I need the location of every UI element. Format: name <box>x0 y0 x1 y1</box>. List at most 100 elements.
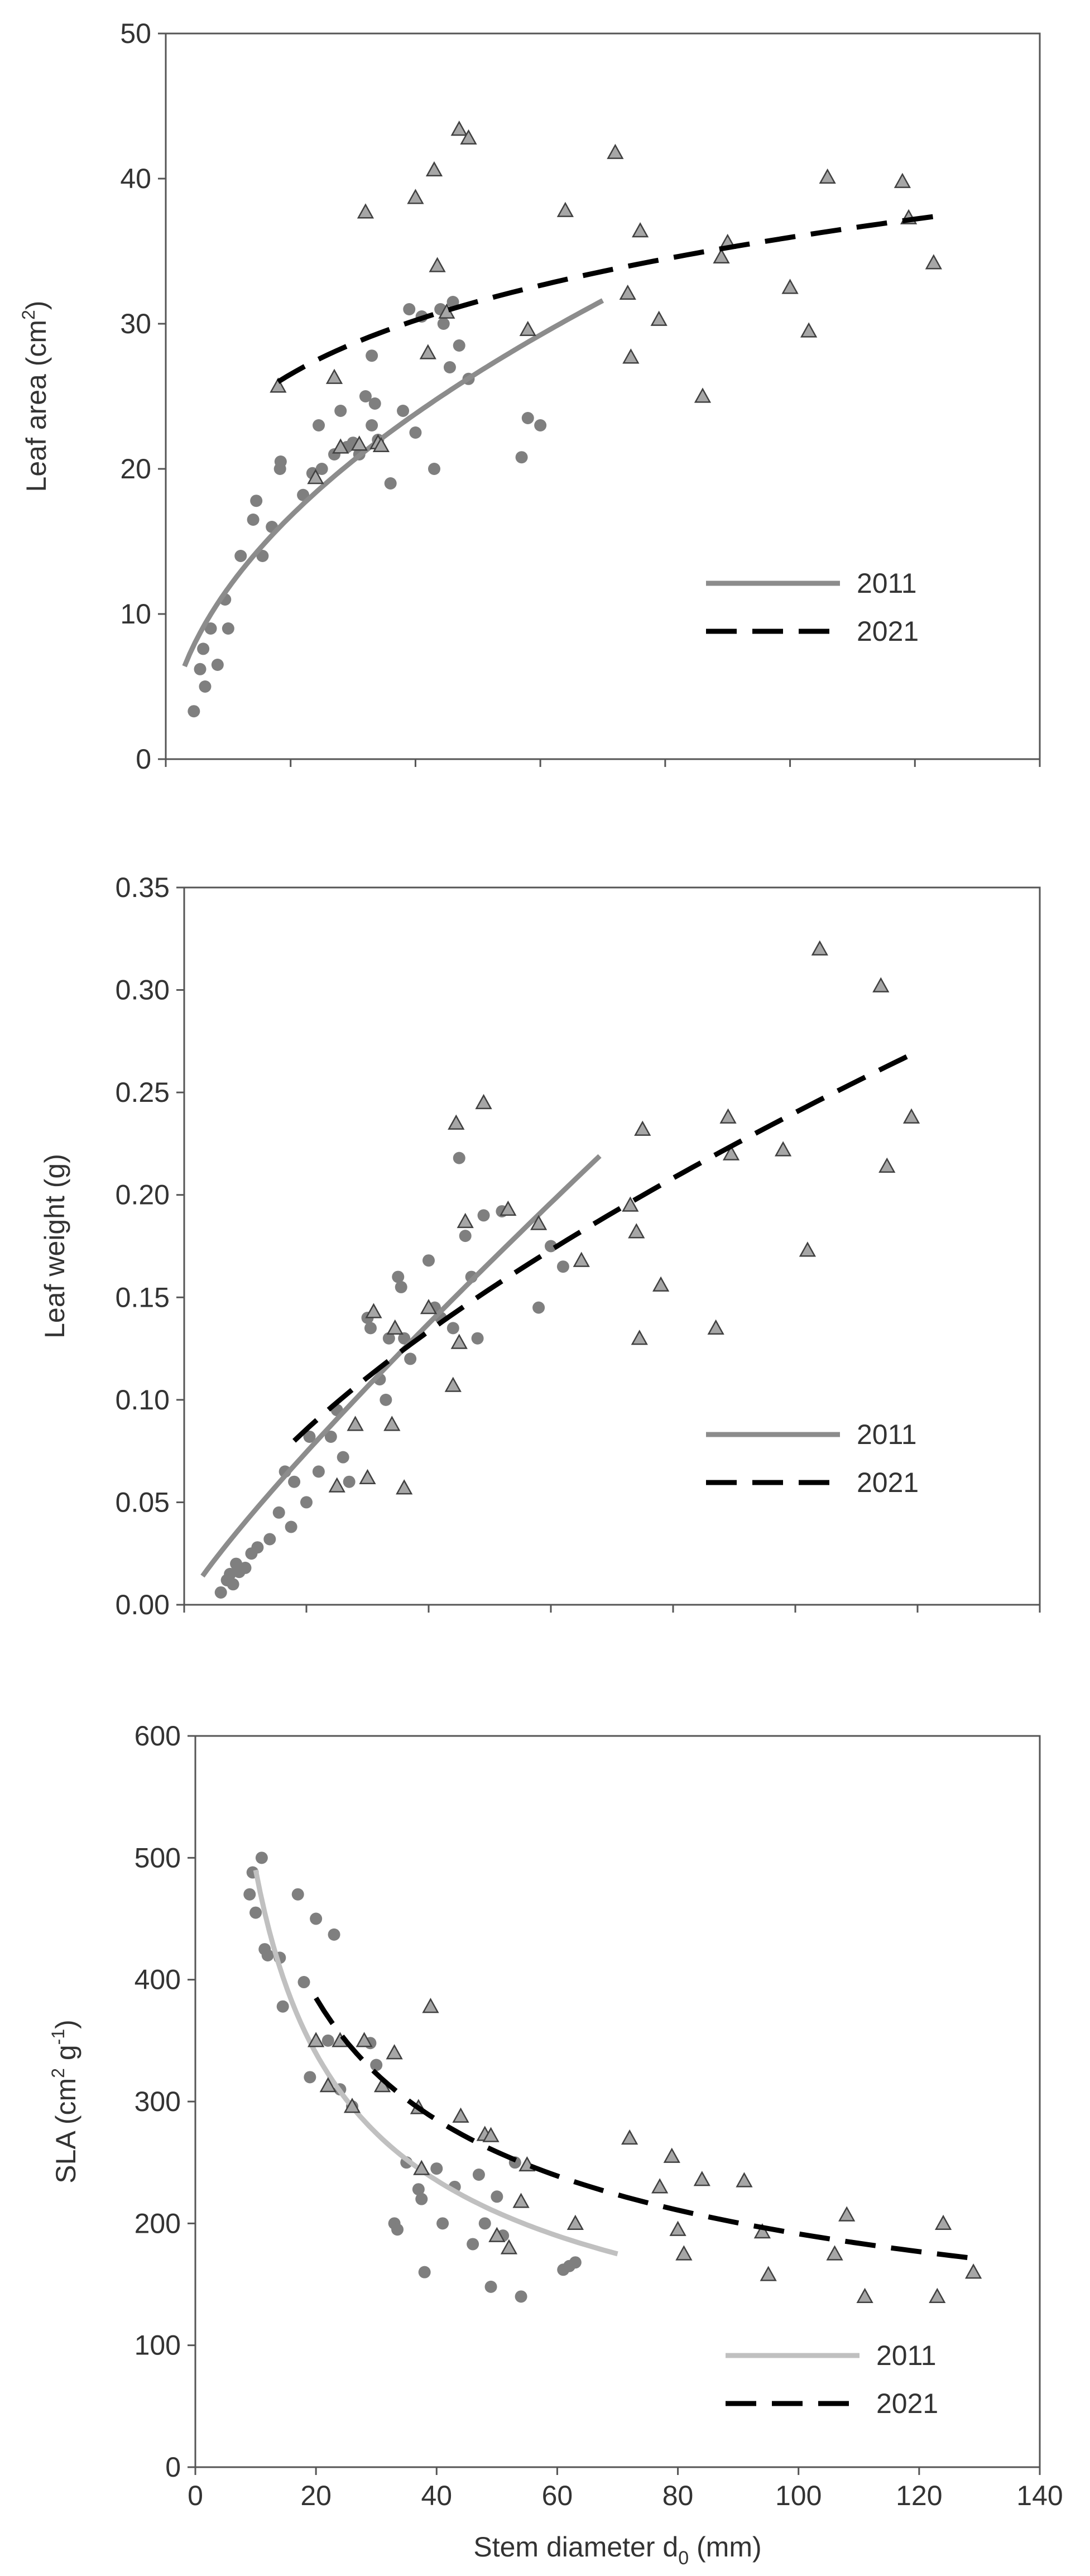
data-point <box>719 1108 737 1124</box>
data-point <box>925 254 942 270</box>
data-point <box>250 495 263 507</box>
fit-line-2011 <box>182 298 604 668</box>
data-point <box>227 1578 239 1591</box>
data-point <box>621 2129 638 2145</box>
y-tick-label: 500 <box>135 1842 181 1873</box>
data-point <box>459 1230 472 1243</box>
data-point <box>412 2183 425 2196</box>
data-point <box>214 1586 227 1599</box>
data-point <box>774 1141 792 1157</box>
data-point <box>288 1475 301 1488</box>
data-point <box>444 1376 462 1392</box>
fit-line-2021 <box>314 1997 968 2260</box>
data-point <box>652 1276 670 1292</box>
y-axis-label: Leaf area (cm2) <box>18 301 52 492</box>
data-point <box>781 279 799 294</box>
y-tick-label: 40 <box>120 163 151 194</box>
data-point <box>334 405 347 417</box>
data-point <box>628 1223 645 1239</box>
data-point <box>453 339 465 352</box>
data-point <box>364 1322 377 1335</box>
data-point <box>343 2098 361 2113</box>
data-point <box>964 2263 982 2279</box>
data-point <box>420 1299 438 1315</box>
x-tick-label: 80 <box>662 2480 694 2511</box>
data-point <box>428 463 440 475</box>
data-point <box>404 1352 417 1365</box>
data-point <box>607 143 624 159</box>
data-point <box>799 1241 817 1257</box>
y-tick-label: 0.35 <box>116 872 170 903</box>
data-point <box>934 2214 952 2230</box>
data-point <box>622 348 640 364</box>
data-point <box>315 463 328 475</box>
data-point <box>631 1330 648 1345</box>
data-point <box>471 1332 484 1345</box>
data-point <box>519 320 536 337</box>
legend-label-2021: 2021 <box>876 2388 938 2419</box>
data-point <box>261 1949 274 1961</box>
data-point <box>460 129 477 145</box>
data-point <box>443 361 456 373</box>
y-tick-label: 20 <box>120 453 151 485</box>
data-point <box>452 2107 469 2123</box>
data-point <box>631 222 649 238</box>
data-point <box>722 1145 740 1160</box>
y-tick-label: 10 <box>120 598 151 630</box>
data-point <box>366 419 378 431</box>
data-point <box>477 1209 490 1222</box>
data-point <box>297 1976 310 1989</box>
sla-panel: 0 100 200 300 400 500 600 0 20 40 60 80 100 120 140 SLA… <box>48 1720 1063 2569</box>
y-tick-label: 30 <box>120 308 151 339</box>
data-point <box>357 203 374 219</box>
data-point <box>199 680 212 693</box>
data-point <box>418 2266 431 2278</box>
data-point <box>902 1108 920 1124</box>
y-axis-label: Leaf weight (g) <box>39 1154 70 1339</box>
data-point <box>622 1196 639 1212</box>
data-point <box>663 2147 680 2163</box>
x-tick-label: 0 <box>188 2480 203 2511</box>
x-tick-label: 40 <box>421 2480 452 2511</box>
data-point <box>359 1469 376 1485</box>
series-2021 <box>292 940 920 1495</box>
y-tick-label: 0.25 <box>116 1077 170 1108</box>
data-point <box>669 2220 686 2236</box>
data-point <box>484 2280 497 2293</box>
data-point <box>573 1251 590 1267</box>
data-point <box>760 2266 777 2281</box>
data-point <box>500 2239 518 2254</box>
data-point <box>713 248 730 264</box>
data-point <box>422 1254 435 1267</box>
data-point <box>396 1479 413 1495</box>
data-point <box>310 1912 323 1925</box>
data-point <box>359 390 372 402</box>
data-point <box>437 318 450 330</box>
data-point <box>457 1212 474 1229</box>
data-point <box>356 2032 373 2047</box>
y-tick-label: 0 <box>165 2452 181 2483</box>
x-tick-label: 100 <box>775 2480 822 2511</box>
plot-frame <box>165 32 1041 760</box>
data-point <box>488 2227 506 2242</box>
series-2021 <box>270 121 947 485</box>
data-point <box>382 1332 395 1345</box>
data-point <box>332 438 349 454</box>
data-point <box>407 189 424 204</box>
leaf-weight-panel: 0.00 0.05 0.10 0.15 0.20 0.25 0.30 0.35 Leaf wei… <box>39 872 1041 1620</box>
data-point <box>500 1200 517 1216</box>
data-point <box>811 940 828 956</box>
data-point <box>521 412 534 424</box>
data-point <box>872 977 890 992</box>
data-point <box>194 663 207 675</box>
data-point <box>422 1998 439 2013</box>
data-point <box>446 1322 459 1335</box>
data-point <box>894 172 911 188</box>
data-point <box>337 1451 349 1464</box>
data-point <box>707 1319 724 1335</box>
data-point <box>619 284 636 300</box>
data-point <box>386 2044 403 2060</box>
data-point <box>878 1157 896 1173</box>
data-point <box>856 2287 873 2303</box>
